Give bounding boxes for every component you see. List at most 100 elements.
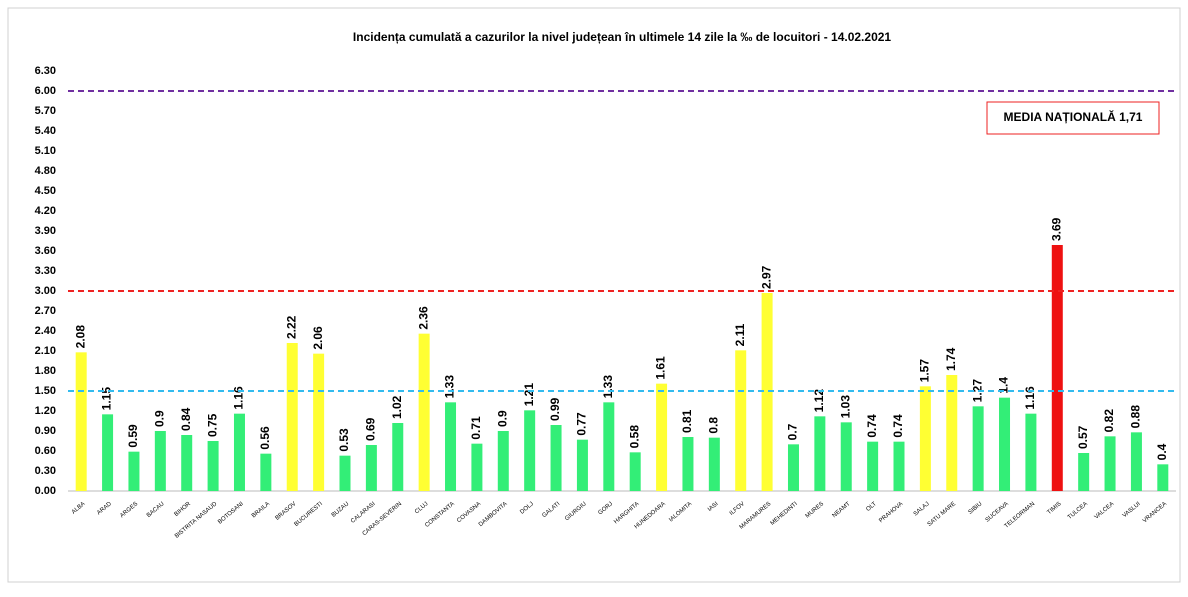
bar bbox=[735, 350, 747, 491]
bar bbox=[102, 414, 114, 491]
value-label: 1.61 bbox=[654, 356, 668, 380]
y-tick-label: 5.70 bbox=[35, 105, 56, 117]
bar bbox=[893, 441, 905, 491]
bar bbox=[708, 437, 720, 491]
value-label: 0.69 bbox=[364, 417, 378, 441]
value-label: 0.59 bbox=[126, 424, 140, 448]
y-tick-label: 2.40 bbox=[35, 325, 56, 337]
bar bbox=[787, 444, 799, 491]
y-tick-label: 0.90 bbox=[35, 425, 56, 437]
bar bbox=[128, 451, 140, 491]
bar bbox=[919, 386, 931, 491]
value-label: 1.4 bbox=[997, 377, 1011, 394]
value-label: 1.16 bbox=[1023, 386, 1037, 410]
value-label: 1.33 bbox=[601, 375, 615, 399]
value-label: 0.88 bbox=[1129, 405, 1143, 429]
bar bbox=[1025, 413, 1037, 491]
bar bbox=[946, 375, 958, 491]
value-label: 2.36 bbox=[416, 306, 430, 330]
y-tick-label: 1.20 bbox=[35, 405, 56, 417]
bar bbox=[761, 293, 773, 491]
bar bbox=[392, 423, 404, 491]
bar bbox=[656, 383, 668, 491]
value-label: 0.9 bbox=[495, 410, 509, 427]
value-label: 0.8 bbox=[707, 417, 721, 434]
bar bbox=[154, 431, 166, 491]
chart-title: Incidența cumulată a cazurilor la nivel … bbox=[353, 30, 892, 44]
bar bbox=[867, 441, 879, 491]
value-label: 0.82 bbox=[1102, 409, 1116, 433]
value-label: 0.75 bbox=[205, 413, 219, 437]
y-tick-label: 3.60 bbox=[35, 245, 56, 257]
bar bbox=[181, 435, 193, 491]
bar bbox=[682, 437, 694, 491]
bar bbox=[260, 453, 272, 491]
y-tick-label: 3.90 bbox=[35, 225, 56, 237]
bar bbox=[576, 439, 588, 491]
y-tick-label: 2.10 bbox=[35, 345, 56, 357]
value-label: 2.11 bbox=[733, 323, 747, 346]
bar bbox=[1157, 464, 1169, 491]
value-label: 3.69 bbox=[1049, 217, 1063, 241]
bar bbox=[840, 422, 852, 491]
value-label: 1.15 bbox=[100, 387, 114, 411]
chart-frame bbox=[7, 7, 1181, 583]
y-tick-label: 4.20 bbox=[35, 205, 56, 217]
bar bbox=[814, 416, 826, 491]
bar bbox=[629, 452, 641, 491]
y-tick-label: 1.80 bbox=[35, 365, 56, 377]
y-tick-label: 3.00 bbox=[35, 285, 56, 297]
value-label: 0.99 bbox=[548, 397, 562, 421]
y-tick-label: 0.30 bbox=[35, 465, 56, 477]
bar bbox=[313, 353, 325, 491]
value-label: 2.06 bbox=[311, 326, 325, 350]
value-label: 0.74 bbox=[891, 414, 905, 438]
bar bbox=[207, 441, 219, 491]
y-tick-label: 3.30 bbox=[35, 265, 56, 277]
bar bbox=[497, 431, 509, 491]
value-label: 1.57 bbox=[918, 359, 932, 383]
bar bbox=[972, 406, 984, 491]
value-label: 0.71 bbox=[469, 416, 483, 440]
bar bbox=[1130, 432, 1142, 491]
value-label: 1.21 bbox=[522, 383, 536, 407]
bar bbox=[1078, 453, 1090, 491]
value-label: 1.74 bbox=[944, 347, 958, 371]
value-label: 0.57 bbox=[1076, 425, 1090, 449]
value-label: 0.74 bbox=[865, 414, 879, 438]
value-label: 2.08 bbox=[73, 325, 87, 349]
bar bbox=[233, 413, 245, 491]
y-tick-label: 0.00 bbox=[35, 485, 56, 497]
value-label: 0.56 bbox=[258, 426, 272, 450]
value-label: 2.22 bbox=[284, 315, 298, 339]
value-label: 0.84 bbox=[179, 407, 193, 431]
bar bbox=[550, 425, 562, 491]
y-tick-label: 1.50 bbox=[35, 385, 56, 397]
y-tick-label: 6.00 bbox=[35, 85, 56, 97]
bar bbox=[999, 397, 1011, 491]
annotation-box bbox=[986, 101, 1160, 135]
bar bbox=[418, 333, 430, 491]
y-tick-label: 6.30 bbox=[35, 65, 56, 77]
y-tick-label: 2.70 bbox=[35, 305, 56, 317]
bar bbox=[75, 352, 87, 491]
value-label: 0.7 bbox=[786, 423, 800, 440]
value-label: 1.27 bbox=[970, 379, 984, 403]
bar bbox=[471, 443, 483, 491]
bar bbox=[339, 455, 351, 491]
y-tick-label: 4.80 bbox=[35, 165, 56, 177]
value-label: 1.02 bbox=[390, 395, 404, 419]
bar bbox=[1051, 245, 1063, 491]
value-label: 0.53 bbox=[337, 428, 351, 452]
bar bbox=[524, 410, 536, 491]
value-label: 1.16 bbox=[232, 386, 246, 410]
bar bbox=[603, 402, 615, 491]
value-label: 0.58 bbox=[627, 425, 641, 449]
annotation: MEDIA NAȚIONALĂ 1,71 bbox=[1004, 109, 1143, 124]
value-label: 2.97 bbox=[759, 265, 773, 289]
value-label: 0.81 bbox=[680, 409, 694, 433]
bar bbox=[1104, 436, 1116, 491]
value-label: 0.4 bbox=[1155, 443, 1169, 460]
value-label: 1.12 bbox=[812, 389, 826, 413]
